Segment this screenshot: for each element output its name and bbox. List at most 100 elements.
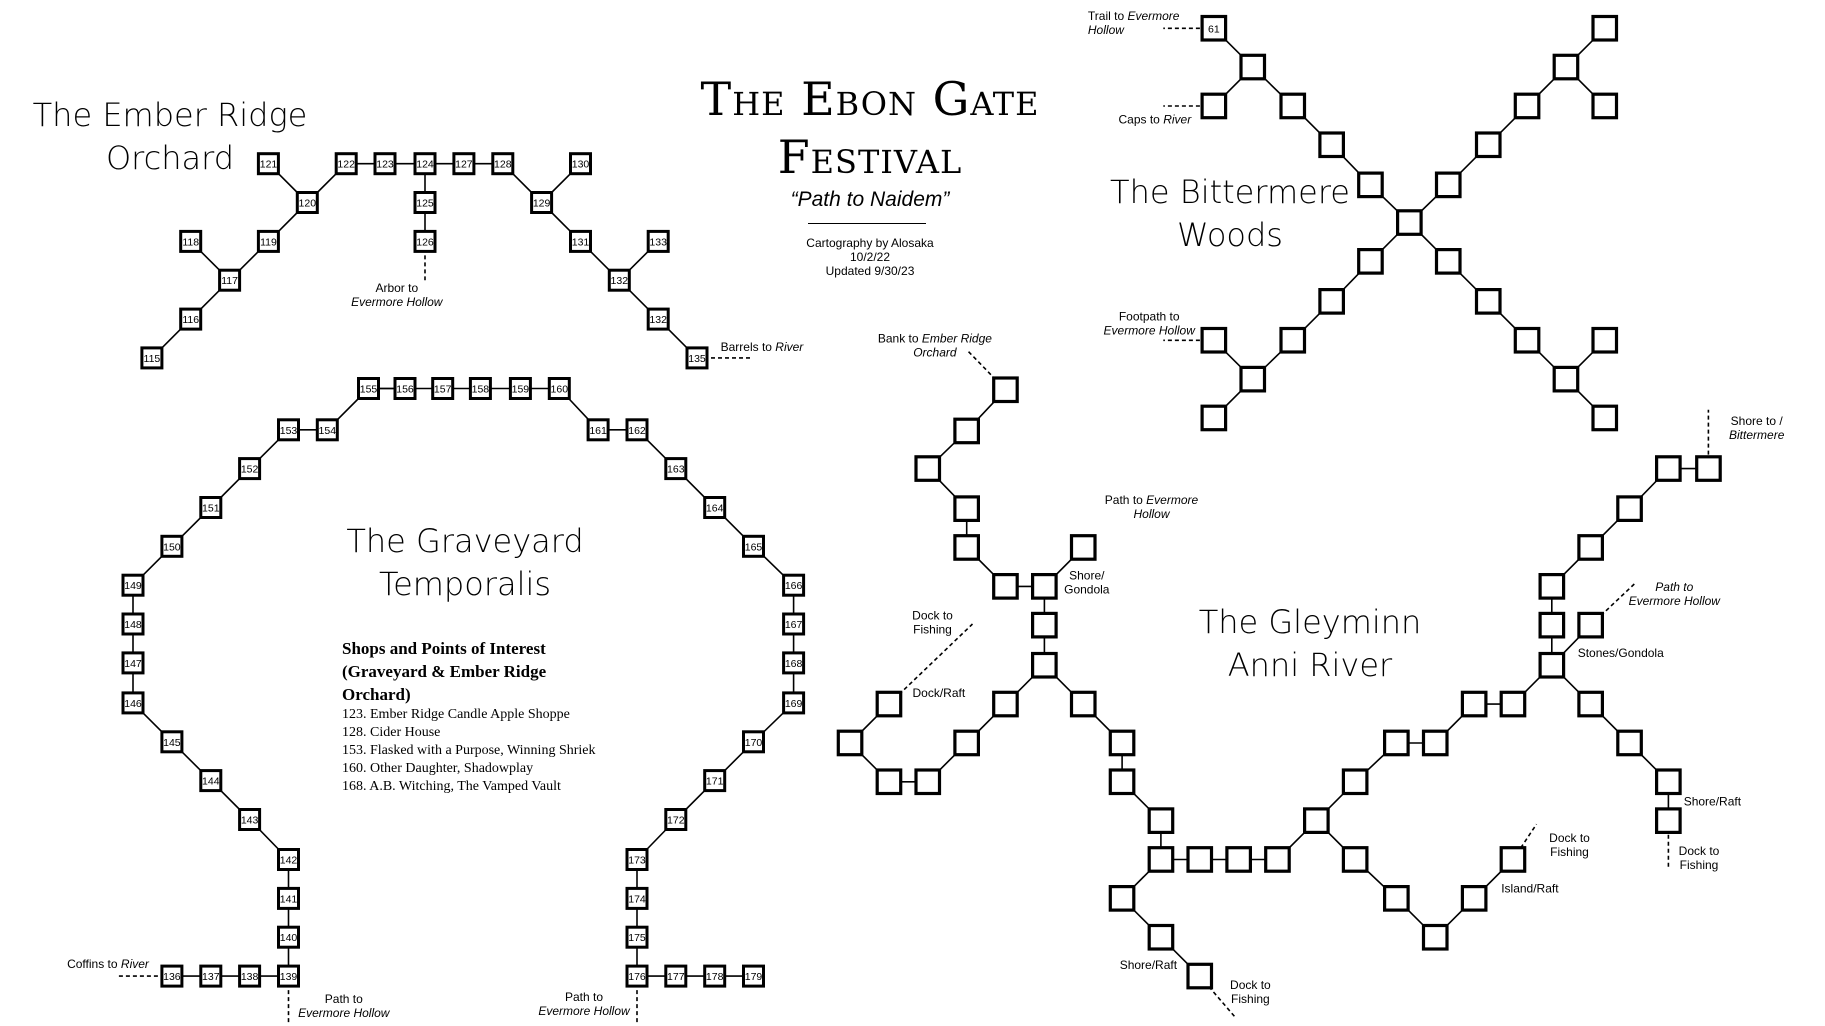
room-node[interactable]: [238, 457, 262, 481]
room-node[interactable]: [1695, 455, 1722, 482]
room-node[interactable]: [1538, 572, 1566, 600]
room-node[interactable]: [121, 573, 145, 597]
room-node[interactable]: [1513, 326, 1541, 354]
room-node[interactable]: [277, 848, 300, 871]
room-node[interactable]: [393, 377, 417, 400]
room-node[interactable]: [315, 418, 339, 442]
room-node[interactable]: [625, 418, 649, 442]
room-node[interactable]: [179, 229, 203, 253]
room-node[interactable]: [413, 152, 437, 176]
room-node[interactable]: [742, 730, 765, 754]
room-node[interactable]: [992, 376, 1019, 404]
room-node[interactable]: [569, 152, 592, 176]
room-node[interactable]: [277, 886, 300, 910]
room-node[interactable]: [357, 377, 380, 400]
room-node[interactable]: [121, 651, 145, 675]
room-node[interactable]: [218, 268, 242, 292]
room-node[interactable]: [1616, 495, 1643, 522]
room-node[interactable]: [586, 418, 610, 442]
room-node[interactable]: [1577, 611, 1605, 639]
room-node[interactable]: [1538, 651, 1566, 679]
room-node[interactable]: [782, 691, 806, 715]
room-node[interactable]: [256, 152, 280, 176]
room-node[interactable]: [160, 730, 184, 754]
room-node[interactable]: [1357, 171, 1384, 199]
room-node[interactable]: [1591, 326, 1619, 354]
room-node[interactable]: [1341, 768, 1369, 796]
room-node[interactable]: [1279, 326, 1307, 354]
room-node[interactable]: [160, 534, 184, 558]
room-node[interactable]: [953, 729, 981, 757]
room-node[interactable]: [1654, 455, 1682, 482]
room-node[interactable]: [1434, 248, 1462, 275]
room-node[interactable]: [160, 964, 184, 988]
room-node[interactable]: [646, 229, 670, 253]
room-node[interactable]: [334, 152, 358, 176]
room-node[interactable]: [664, 808, 688, 831]
room-node[interactable]: [1382, 729, 1410, 757]
room-node[interactable]: [1200, 92, 1228, 120]
room-node[interactable]: [1200, 326, 1228, 354]
room-node[interactable]: [1434, 171, 1462, 199]
room-node[interactable]: [1474, 131, 1502, 159]
room-node[interactable]: [625, 964, 649, 988]
room-node[interactable]: [1421, 729, 1449, 757]
room-node[interactable]: [1654, 807, 1682, 835]
room-node[interactable]: [1474, 288, 1502, 315]
room-node[interactable]: [468, 377, 492, 400]
room-node[interactable]: [1318, 288, 1346, 315]
room-node[interactable]: [431, 377, 455, 400]
room-node[interactable]: [1538, 611, 1566, 639]
room-node[interactable]: [530, 191, 554, 214]
room-node[interactable]: [953, 534, 981, 561]
room-node[interactable]: [1357, 248, 1384, 275]
room-node[interactable]: [547, 377, 571, 400]
room-node[interactable]: [1513, 92, 1541, 120]
room-node[interactable]: [836, 729, 864, 757]
room-node[interactable]: [1591, 404, 1619, 432]
room-node[interactable]: [782, 612, 806, 636]
room-node[interactable]: [875, 768, 903, 796]
room-node[interactable]: [1460, 690, 1488, 718]
room-node[interactable]: [1239, 365, 1267, 393]
room-node[interactable]: [1382, 884, 1410, 912]
room-node[interactable]: [121, 691, 145, 715]
room-node[interactable]: [875, 690, 903, 718]
room-node[interactable]: [703, 964, 727, 988]
room-node[interactable]: [914, 768, 942, 796]
room-node[interactable]: [625, 848, 649, 871]
room-node[interactable]: [607, 268, 631, 292]
room-node[interactable]: [914, 455, 942, 482]
room-node[interactable]: [1318, 131, 1346, 159]
room-node[interactable]: [238, 964, 262, 988]
room-node[interactable]: [1069, 534, 1097, 561]
room-node[interactable]: [373, 152, 397, 176]
room-node[interactable]: [199, 964, 223, 988]
room-node[interactable]: [1279, 92, 1307, 120]
room-node[interactable]: [1302, 807, 1330, 835]
room-node[interactable]: [664, 964, 688, 988]
room-node[interactable]: [199, 769, 223, 793]
room-node[interactable]: [1591, 92, 1619, 120]
room-node[interactable]: [1499, 846, 1527, 873]
room-node[interactable]: [140, 346, 164, 370]
room-node[interactable]: [569, 229, 592, 253]
room-node[interactable]: [1654, 768, 1682, 796]
room-node[interactable]: [1577, 534, 1605, 561]
room-node[interactable]: [703, 496, 727, 519]
room-node[interactable]: [295, 191, 319, 214]
room-node[interactable]: [199, 496, 223, 519]
room-node[interactable]: [1030, 572, 1058, 600]
room-node[interactable]: [1186, 846, 1214, 873]
room-node[interactable]: [1395, 209, 1423, 236]
room-node[interactable]: [1147, 846, 1175, 873]
room-node[interactable]: [256, 229, 280, 253]
room-node[interactable]: [1616, 729, 1643, 757]
room-node[interactable]: [1460, 884, 1488, 912]
room-node[interactable]: [277, 418, 300, 442]
room-node[interactable]: [121, 612, 145, 636]
room-node[interactable]: [646, 307, 670, 331]
room-node[interactable]: [953, 495, 981, 522]
room-node[interactable]: [1591, 14, 1619, 42]
room-node[interactable]: [1552, 53, 1580, 81]
